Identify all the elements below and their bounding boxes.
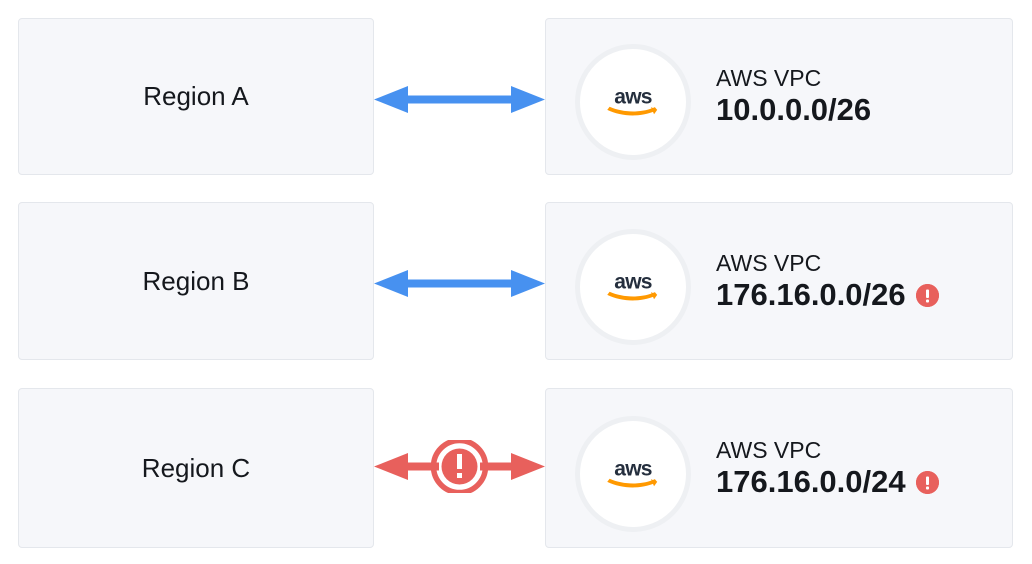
svg-text:aws: aws	[614, 457, 652, 480]
svg-text:aws: aws	[614, 270, 652, 293]
svg-text:aws: aws	[614, 85, 652, 108]
